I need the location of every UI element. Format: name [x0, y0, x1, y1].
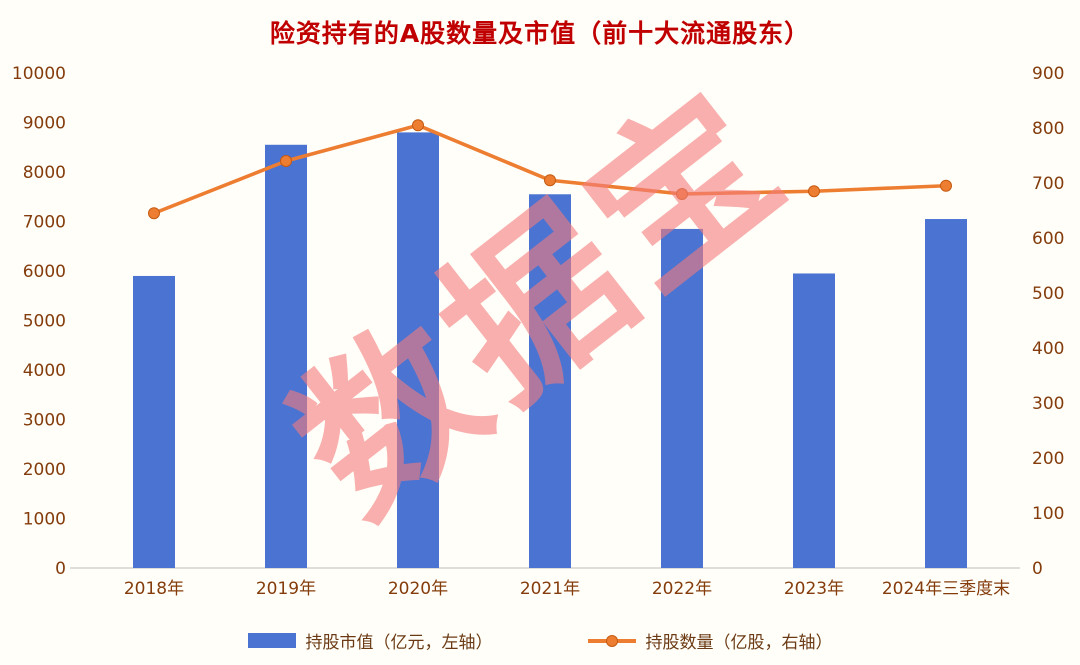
line-marker — [808, 185, 820, 198]
x-axis-label: 2018年 — [124, 579, 184, 599]
left-axis-tick-label: 4000 — [23, 361, 66, 381]
line-marker — [544, 174, 556, 187]
bar-legend-label: 持股市值（亿元，左轴） — [305, 633, 493, 653]
left-axis-tick-label: 0 — [55, 559, 66, 579]
line-legend-label: 持股数量（亿股，右轴） — [645, 633, 833, 653]
line-marker-icon — [605, 634, 618, 647]
line-marker — [412, 119, 424, 132]
bar — [133, 275, 175, 568]
left-axis-tick-label: 8000 — [23, 163, 66, 183]
left-axis-tick-label: 2000 — [23, 460, 66, 480]
x-axis-label: 2019年 — [256, 579, 316, 599]
x-axis-label: 2020年 — [388, 579, 448, 599]
left-axis-tick-label: 5000 — [23, 312, 66, 332]
bar — [793, 273, 835, 568]
right-axis-tick-label: 100 — [1032, 504, 1064, 524]
line-legend-swatch-icon — [587, 634, 636, 647]
right-axis-tick-label: 600 — [1032, 229, 1064, 249]
bar — [265, 144, 307, 568]
left-axis-tick-label: 1000 — [23, 510, 66, 530]
left-axis-tick-label: 7000 — [23, 213, 66, 233]
right-axis-tick-label: 0 — [1032, 559, 1043, 579]
bar — [925, 219, 967, 568]
bar — [529, 194, 571, 568]
right-axis-tick-label: 700 — [1032, 174, 1064, 194]
left-axis-tick-label: 9000 — [23, 114, 66, 134]
legend: 持股市值（亿元，左轴） 持股数量（亿股，右轴） — [0, 628, 1080, 653]
x-axis-label: 2021年 — [520, 579, 580, 599]
legend-item-bar: 持股市值（亿元，左轴） — [247, 628, 493, 653]
right-axis-tick-label: 300 — [1032, 394, 1064, 414]
line-marker — [148, 207, 160, 220]
right-axis-tick-label: 400 — [1032, 339, 1064, 359]
right-axis-tick-label: 200 — [1032, 449, 1064, 469]
bar — [661, 228, 703, 569]
left-axis-tick-label: 6000 — [23, 262, 66, 282]
line-marker — [940, 179, 952, 192]
right-axis-tick-label: 500 — [1032, 284, 1064, 304]
line-marker — [676, 188, 688, 200]
left-axis-tick-label: 3000 — [23, 411, 66, 431]
legend-item-line: 持股数量（亿股，右轴） — [587, 628, 833, 653]
right-axis-tick-label: 900 — [1032, 64, 1064, 84]
bar-legend-swatch-icon — [247, 633, 296, 648]
bar — [397, 132, 439, 568]
left-axis-tick-label: 10000 — [12, 64, 66, 84]
right-axis-tick-label: 800 — [1032, 119, 1064, 139]
x-axis-label: 2024年三季度末 — [882, 579, 1010, 599]
x-axis-label: 2022年 — [652, 579, 712, 599]
chart-title: 险资持有的A股数量及市值（前十大流通股东） — [269, 19, 811, 48]
x-axis-label: 2023年 — [784, 579, 844, 599]
line-marker — [280, 155, 292, 167]
